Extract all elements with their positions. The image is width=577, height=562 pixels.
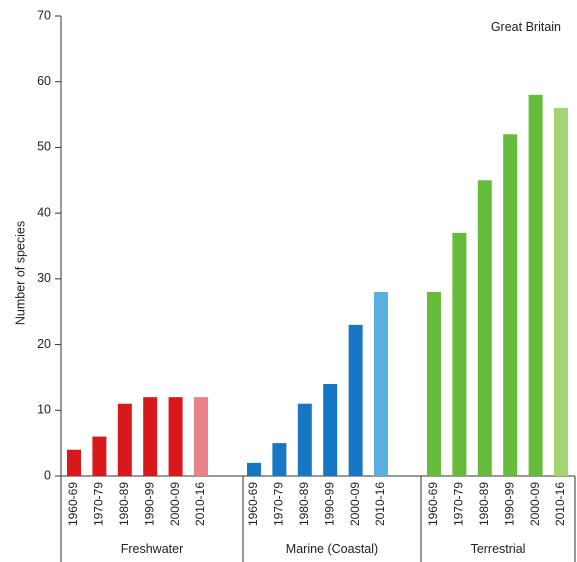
x-tick-label: 1980-89: [117, 482, 131, 526]
y-tick-label: 50: [37, 140, 51, 154]
group-label: Freshwater: [121, 542, 184, 556]
bar: [117, 403, 132, 476]
y-tick-label: 70: [37, 8, 51, 22]
bar: [194, 397, 208, 476]
x-tick-label: 1960-69: [66, 482, 80, 526]
bar: [374, 292, 388, 476]
x-tick-label: 2000-09: [348, 482, 362, 526]
x-tick-label: 2000-09: [528, 482, 542, 526]
y-axis-ticks: 0 10 20 30 40 50 60 70: [37, 8, 61, 482]
x-tick-label: 1990-99: [322, 482, 336, 526]
x-tick-label: 1980-89: [477, 482, 491, 526]
x-tick-label: 1970-79: [272, 482, 286, 526]
bar: [554, 108, 568, 476]
y-tick-label: 10: [37, 403, 51, 417]
bar: [297, 403, 312, 476]
x-tick-label: 2010-16: [553, 482, 567, 526]
bar: [503, 134, 518, 477]
bar: [168, 397, 183, 476]
chart-annotation: Great Britain: [491, 20, 561, 34]
y-tick-label: 60: [37, 74, 51, 88]
bar: [67, 449, 81, 476]
chart-axes: [60, 16, 576, 562]
x-tick-label: 1980-89: [297, 482, 311, 526]
y-axis-label: Number of species: [13, 221, 27, 325]
x-tick-label: 1970-79: [452, 482, 466, 526]
y-tick-label: 40: [37, 205, 51, 219]
bars: [67, 94, 568, 477]
bar: [348, 324, 363, 476]
category-labels: 1960-69 1970-79 1980-89 1990-99 2000-09 2010-…: [66, 482, 567, 526]
x-tick-label: 1990-99: [142, 482, 156, 526]
bar: [528, 94, 543, 476]
x-tick-label: 2000-09: [168, 482, 182, 526]
bar: [427, 292, 441, 476]
bar: [247, 462, 261, 476]
x-tick-label: 2010-16: [373, 482, 387, 526]
bar: [477, 180, 492, 477]
x-tick-label: 1970-79: [92, 482, 106, 526]
group-label: Terrestrial: [471, 542, 526, 556]
x-tick-label: 2010-16: [193, 482, 207, 526]
bar: [272, 443, 287, 476]
y-tick-label: 0: [44, 468, 51, 482]
group-label: Marine (Coastal): [286, 542, 378, 556]
x-tick-label: 1960-69: [246, 482, 260, 526]
bar: [323, 384, 338, 476]
y-tick-label: 30: [37, 271, 51, 285]
y-tick-label: 20: [37, 337, 51, 351]
x-tick-label: 1960-69: [426, 482, 440, 526]
bar: [143, 397, 158, 476]
bar: [452, 232, 467, 476]
bar: [92, 436, 107, 476]
x-tick-label: 1990-99: [502, 482, 516, 526]
group-labels: Freshwater Marine (Coastal) Terrestrial: [121, 542, 526, 556]
